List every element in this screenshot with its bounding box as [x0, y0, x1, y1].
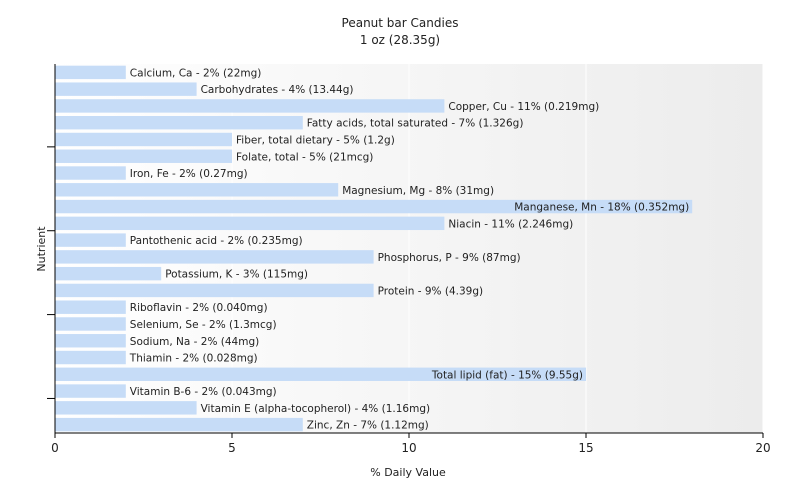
bar-11 [55, 250, 374, 264]
bar-5 [55, 149, 232, 163]
x-tick-label-5: 5 [228, 441, 236, 455]
bar-15 [55, 317, 126, 331]
bar-label-21: Zinc, Zn - 7% (1.12mg) [307, 420, 429, 432]
chart-title: Peanut bar Candies [342, 16, 459, 30]
bar-label-10: Pantothenic acid - 2% (0.235mg) [130, 235, 303, 247]
bars-group [55, 65, 693, 432]
bar-label-12: Potassium, K - 3% (115mg) [165, 269, 308, 281]
bar-label-2: Copper, Cu - 11% (0.219mg) [448, 101, 599, 113]
x-axis-title: % Daily Value [370, 466, 446, 479]
bar-8 [55, 199, 693, 214]
bar-12 [55, 266, 162, 281]
bar-6 [55, 166, 126, 180]
bar-2 [55, 99, 445, 113]
x-tick-labels-group: 0 5 10 15 20 [51, 441, 770, 455]
bar-20 [55, 401, 197, 415]
bar-19 [55, 384, 126, 398]
x-tick-label-0: 0 [51, 441, 59, 455]
bar-0 [55, 65, 126, 80]
bar-9 [55, 216, 445, 231]
bar-label-9: Niacin - 11% (2.246mg) [448, 218, 573, 230]
x-tick-label-20: 20 [755, 441, 770, 455]
bar-label-15: Selenium, Se - 2% (1.3mcg) [130, 319, 277, 331]
y-axis-title: Nutrient [35, 226, 48, 272]
bar-label-0: Calcium, Ca - 2% (22mg) [130, 67, 262, 79]
chart-subtitle: 1 oz (28.35g) [360, 33, 440, 47]
bar-label-20: Vitamin E (alpha-tocopherol) - 4% (1.16m… [201, 403, 431, 415]
bar-1 [55, 82, 197, 96]
bar-3 [55, 115, 303, 130]
bar-17 [55, 350, 126, 365]
bar-label-1: Carbohydrates - 4% (13.44g) [201, 84, 354, 96]
bar-label-14: Riboflavin - 2% (0.040mg) [130, 302, 268, 314]
bar-label-13: Protein - 9% (4.39g) [378, 285, 484, 297]
bar-label-16: Sodium, Na - 2% (44mg) [130, 336, 259, 348]
bar-label-17: Thiamin - 2% (0.028mg) [129, 353, 258, 365]
bar-label-18: Total lipid (fat) - 15% (9.55g) [431, 369, 583, 381]
bar-label-11: Phosphorus, P - 9% (87mg) [378, 252, 521, 264]
bar-13 [55, 283, 374, 298]
bar-16 [55, 334, 126, 348]
bar-label-4: Fiber, total dietary - 5% (1.2g) [236, 134, 395, 146]
x-tick-label-10: 10 [401, 441, 416, 455]
bar-label-6: Iron, Fe - 2% (0.27mg) [130, 168, 248, 180]
axes-group [47, 64, 764, 438]
x-tick-label-15: 15 [578, 441, 593, 455]
bar-4 [55, 132, 232, 147]
bar-21 [55, 417, 303, 432]
bar-10 [55, 233, 126, 247]
bar-label-19: Vitamin B-6 - 2% (0.043mg) [130, 386, 277, 398]
bar-label-8: Manganese, Mn - 18% (0.352mg) [514, 202, 689, 214]
bar-label-3: Fatty acids, total saturated - 7% (1.326… [307, 118, 524, 130]
bar-7 [55, 183, 339, 197]
bar-label-5: Folate, total - 5% (21mcg) [236, 151, 373, 163]
bar-14 [55, 300, 126, 314]
bar-labels-group: Calcium, Ca - 2% (22mg) Carbohydrates - 4… [129, 67, 689, 431]
bar-label-7: Magnesium, Mg - 8% (31mg) [342, 185, 494, 197]
bar-18 [55, 367, 586, 382]
